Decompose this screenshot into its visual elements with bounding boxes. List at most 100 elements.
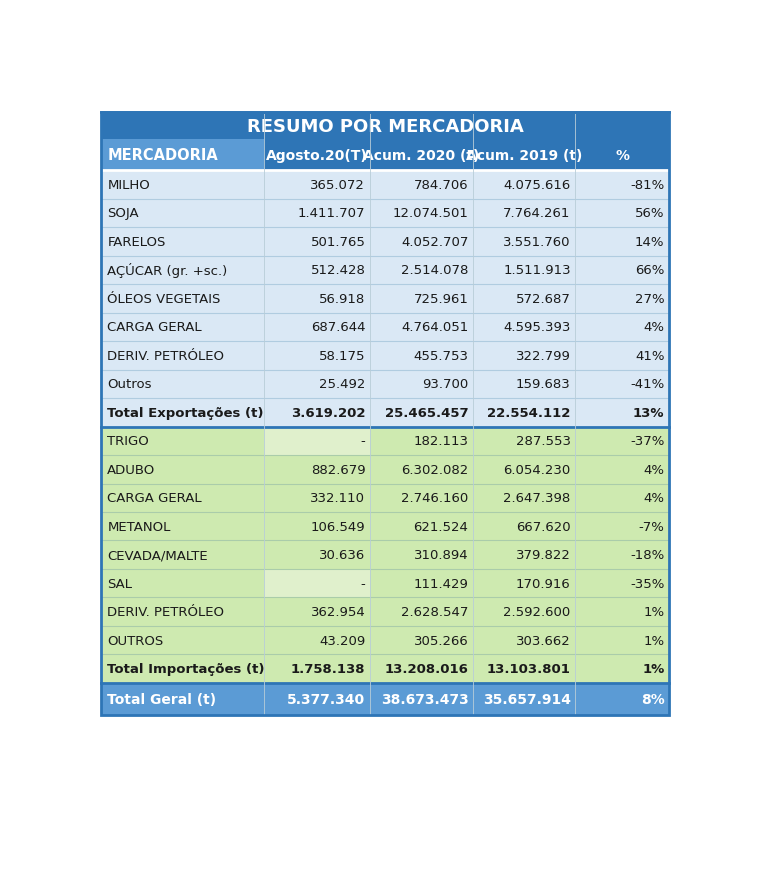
- Text: 572.687: 572.687: [516, 292, 571, 306]
- Text: 111.429: 111.429: [414, 577, 468, 590]
- Text: 621.524: 621.524: [414, 520, 468, 533]
- Bar: [101, 455, 669, 484]
- Text: %: %: [616, 149, 629, 162]
- Text: 66%: 66%: [635, 264, 664, 277]
- Text: MERCADORIA: MERCADORIA: [107, 148, 218, 163]
- Text: 1.758.138: 1.758.138: [291, 663, 365, 675]
- Text: 287.553: 287.553: [515, 435, 571, 447]
- Text: DERIV. PETRÓLEO: DERIV. PETRÓLEO: [107, 605, 224, 618]
- Text: 159.683: 159.683: [516, 377, 571, 391]
- Text: SAL: SAL: [107, 577, 132, 590]
- Text: 58.175: 58.175: [319, 349, 365, 362]
- Text: 106.549: 106.549: [310, 520, 365, 533]
- Text: MILHO: MILHO: [107, 179, 150, 191]
- Text: 882.679: 882.679: [310, 463, 365, 477]
- Text: 35.657.914: 35.657.914: [483, 692, 571, 706]
- Text: 30.636: 30.636: [319, 548, 365, 562]
- Text: 2.628.547: 2.628.547: [401, 605, 468, 618]
- Text: SOJA: SOJA: [107, 207, 139, 220]
- Bar: [101, 484, 669, 512]
- Text: Acum. 2020 (t): Acum. 2020 (t): [364, 149, 480, 162]
- Bar: [101, 284, 669, 314]
- Text: 8%: 8%: [641, 692, 664, 706]
- Text: 667.620: 667.620: [516, 520, 571, 533]
- Text: 7.764.261: 7.764.261: [503, 207, 571, 220]
- Text: CARGA GERAL: CARGA GERAL: [107, 492, 202, 505]
- Text: 3.619.202: 3.619.202: [291, 407, 365, 419]
- Text: 38.673.473: 38.673.473: [381, 692, 468, 706]
- Text: 322.799: 322.799: [516, 349, 571, 362]
- Text: 4.764.051: 4.764.051: [402, 321, 468, 334]
- Bar: [101, 171, 669, 199]
- Text: Total Importações (t): Total Importações (t): [107, 663, 265, 675]
- Text: -41%: -41%: [630, 377, 664, 391]
- Text: OUTROS: OUTROS: [107, 634, 163, 647]
- Text: 687.644: 687.644: [311, 321, 365, 334]
- Text: 365.072: 365.072: [310, 179, 365, 191]
- Text: -37%: -37%: [630, 435, 664, 447]
- Bar: [264, 570, 370, 598]
- Bar: [575, 140, 669, 171]
- Text: -35%: -35%: [630, 577, 664, 590]
- Text: 455.753: 455.753: [414, 349, 468, 362]
- Text: 56.918: 56.918: [319, 292, 365, 306]
- Text: Total Exportações (t): Total Exportações (t): [107, 407, 264, 419]
- Text: 43.209: 43.209: [319, 634, 365, 647]
- Text: 3.551.760: 3.551.760: [503, 236, 571, 249]
- Text: 4%: 4%: [644, 463, 664, 477]
- Text: 4.595.393: 4.595.393: [503, 321, 571, 334]
- Text: 182.113: 182.113: [414, 435, 468, 447]
- Text: 2.647.398: 2.647.398: [503, 492, 571, 505]
- Bar: [101, 342, 669, 370]
- Bar: [101, 370, 669, 399]
- Bar: [101, 199, 669, 228]
- Text: 784.706: 784.706: [414, 179, 468, 191]
- Text: Total Geral (t): Total Geral (t): [107, 692, 216, 706]
- Text: FARELOS: FARELOS: [107, 236, 165, 249]
- Text: 13.103.801: 13.103.801: [487, 663, 571, 675]
- Text: 6.302.082: 6.302.082: [402, 463, 468, 477]
- Bar: [101, 570, 669, 598]
- Text: ÓLEOS VEGETAIS: ÓLEOS VEGETAIS: [107, 292, 221, 306]
- Bar: [101, 427, 669, 455]
- Text: 1%: 1%: [642, 663, 664, 675]
- Text: -18%: -18%: [630, 548, 664, 562]
- Text: -: -: [361, 435, 365, 447]
- Bar: [101, 113, 669, 140]
- Text: 25.492: 25.492: [319, 377, 365, 391]
- Bar: [101, 256, 669, 284]
- Text: 2.514.078: 2.514.078: [401, 264, 468, 277]
- Bar: [101, 626, 669, 655]
- Text: 4%: 4%: [644, 321, 664, 334]
- Text: 13.208.016: 13.208.016: [385, 663, 468, 675]
- Text: TRIGO: TRIGO: [107, 435, 149, 447]
- Text: 725.961: 725.961: [414, 292, 468, 306]
- Bar: [101, 228, 669, 256]
- Text: 1.511.913: 1.511.913: [503, 264, 571, 277]
- Text: ADUBO: ADUBO: [107, 463, 156, 477]
- Text: 4.052.707: 4.052.707: [401, 236, 468, 249]
- Text: 27%: 27%: [635, 292, 664, 306]
- Text: 5.377.340: 5.377.340: [287, 692, 365, 706]
- Text: METANOL: METANOL: [107, 520, 171, 533]
- Bar: [473, 140, 575, 171]
- Bar: [101, 655, 669, 683]
- Text: 1%: 1%: [644, 605, 664, 618]
- Bar: [370, 140, 473, 171]
- Text: -: -: [361, 577, 365, 590]
- Bar: [101, 399, 669, 427]
- Bar: [101, 540, 669, 570]
- Text: 303.662: 303.662: [516, 634, 571, 647]
- Text: 362.954: 362.954: [310, 605, 365, 618]
- Text: 93.700: 93.700: [422, 377, 468, 391]
- Text: 1%: 1%: [644, 634, 664, 647]
- Text: -81%: -81%: [630, 179, 664, 191]
- Text: DERIV. PETRÓLEO: DERIV. PETRÓLEO: [107, 349, 224, 362]
- Text: 332.110: 332.110: [310, 492, 365, 505]
- Text: 12.074.501: 12.074.501: [392, 207, 468, 220]
- Text: CARGA GERAL: CARGA GERAL: [107, 321, 202, 334]
- Text: -7%: -7%: [638, 520, 664, 533]
- Text: 2.746.160: 2.746.160: [402, 492, 468, 505]
- Text: 1.411.707: 1.411.707: [298, 207, 365, 220]
- Text: 4%: 4%: [644, 492, 664, 505]
